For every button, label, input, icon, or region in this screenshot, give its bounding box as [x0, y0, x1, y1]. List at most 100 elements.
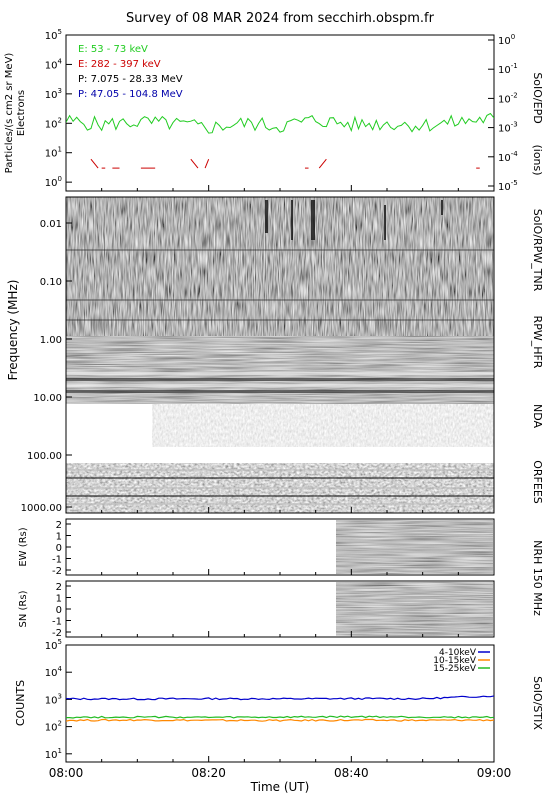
nrh-ew-image [336, 520, 493, 574]
nda-spectrum [152, 404, 494, 447]
stix-legend-label: 10-15keV [433, 656, 477, 666]
nrh-ytick-label: -2 [52, 566, 62, 577]
epd-series-electrons-low [66, 112, 494, 134]
stix-series-line [66, 715, 494, 719]
epd-right-label: (ions) [531, 144, 544, 175]
epd-right-tick-label: 10-1 [498, 62, 518, 76]
radio-ytick-label: 100.00 [27, 451, 62, 462]
stix-legend-label: 15-25keV [433, 664, 477, 674]
orfees-gap [66, 447, 494, 463]
epd-series-group [66, 112, 494, 169]
x-tick-label: 09:00 [477, 766, 512, 780]
radio-panel: 0.01 0.10 1.00 10.00 100.00 1000.00 Frequency… [6, 196, 544, 514]
epd-legend-item: P: 7.075 - 28.33 MeV [78, 74, 183, 85]
instrument-label-tnr: SoIO/RPW_TNR [531, 209, 544, 292]
epd-series-electrons-high-mark [204, 159, 210, 169]
radio-ytick-label: 0.01 [40, 219, 62, 230]
nrh-ytick-label: 2 [56, 582, 62, 593]
epd-right-tick-label: 10-4 [498, 150, 518, 164]
stix-legend-label: 4-10keV [439, 648, 477, 658]
epd-left-tick-label: 102 [45, 116, 62, 130]
stix-ytick-label: 102 [45, 720, 62, 734]
epd-right-tick-label: 10-2 [498, 91, 518, 105]
stix-axis: 101 102 103 104 105 [45, 638, 72, 761]
epd-legend: E: 53 - 73 keV E: 282 - 397 keV P: 7.075 -… [78, 44, 183, 100]
x-tick-label: 08:00 [49, 766, 84, 780]
epd-series-electrons-high-mark [90, 158, 99, 169]
stix-series-group [66, 695, 494, 722]
tnr-burst-streak [384, 205, 386, 240]
stix-ytick-label: 103 [45, 692, 62, 706]
stix-ytick-label: 101 [45, 747, 62, 761]
nrh-ytick-label: 1 [56, 594, 62, 605]
epd-left-tick-label: 101 [45, 146, 62, 160]
instrument-label-hfr: RPW_HFR [531, 316, 544, 369]
epd-right-tick-label: 10-3 [498, 121, 518, 135]
nrh-sn-label: SN (Rs) [18, 590, 29, 627]
nrh-ytick-label: 0 [56, 605, 62, 616]
nrh-side-label: NRH 150 MHz [531, 540, 544, 616]
radio-ytick-label: 1.00 [40, 335, 62, 346]
figure-title: Survey of 08 MAR 2024 from secchirh.obsp… [126, 11, 435, 26]
radio-frequency-axis: 0.01 0.10 1.00 10.00 100.00 1000.00 [21, 219, 72, 514]
epd-left-axis: 100 101 102 103 104 105 [45, 28, 72, 189]
epd-left-tick-label: 105 [45, 28, 62, 42]
tnr-burst-streak [265, 200, 268, 233]
x-tick-label: 08:20 [191, 766, 226, 780]
stix-ytick-label: 105 [45, 638, 62, 652]
epd-frame [65, 34, 495, 192]
nrh-ytick-label: 2 [56, 520, 62, 531]
radio-ytick-label: 0.10 [40, 277, 62, 288]
stix-ylabel: COUNTS [14, 680, 27, 726]
epd-series-electrons-high-mark [190, 158, 199, 169]
x-axis-label: Time (UT) [250, 780, 310, 794]
epd-legend-item: E: 282 - 397 keV [78, 59, 161, 70]
hfr-spectrum [66, 336, 494, 404]
nrh-ytick-label: -1 [52, 617, 62, 628]
epd-right-axis: 10-5 10-4 10-3 10-2 10-1 100 [488, 33, 518, 193]
stix-ytick-label: 104 [45, 665, 63, 679]
nrh-ytick-label: 0 [56, 543, 62, 554]
epd-left-tick-label: 100 [45, 175, 62, 189]
epd-right-tick-label: 10-5 [498, 179, 518, 193]
tnr-burst-streak [291, 200, 293, 240]
epd-ylabel-2: Electrons [16, 90, 27, 136]
instrument-label-nda: NDA [531, 404, 544, 429]
tnr-burst-streak [311, 200, 315, 240]
x-tick-label: 08:40 [334, 766, 369, 780]
time-axis: 08:00 08:20 08:40 09:00 [49, 185, 512, 780]
tnr-spectrum [66, 197, 494, 336]
hfr-band [66, 372, 494, 375]
instrument-label-orfees: ORFEES [531, 460, 544, 504]
nda-blank [66, 404, 152, 447]
tnr-burst-streak [441, 200, 443, 215]
epd-side-label: SoIO/EPD [531, 72, 544, 123]
hfr-band [66, 384, 494, 387]
epd-legend-item: P: 47.05 - 104.8 MeV [78, 89, 183, 100]
stix-series-line [66, 695, 494, 701]
epd-ylabel-1: Particles/(s cm2 sr MeV) [4, 53, 15, 174]
stix-series-line [66, 718, 494, 722]
radio-ytick-label: 10.00 [33, 393, 62, 404]
hfr-band [66, 378, 494, 381]
nrh-ew-label: EW (Rs) [18, 527, 29, 566]
epd-left-tick-label: 103 [45, 87, 62, 101]
nrh-ytick-label: -2 [52, 628, 62, 639]
epd-right-tick-label: 100 [498, 33, 515, 47]
nrh-ytick-label: 1 [56, 532, 62, 543]
radio-features [66, 200, 494, 505]
stix-side-label: SoIO/STIX [531, 676, 544, 730]
epd-series-electrons-high-mark [318, 158, 327, 169]
epd-left-tick-label: 104 [45, 57, 63, 71]
radio-ylabel: Frequency (MHz) [6, 280, 20, 381]
nrh-ytick-label: -1 [52, 555, 62, 566]
radio-ytick-label: 1000.00 [21, 503, 62, 514]
hfr-band [66, 390, 494, 393]
stix-frame [65, 644, 495, 763]
